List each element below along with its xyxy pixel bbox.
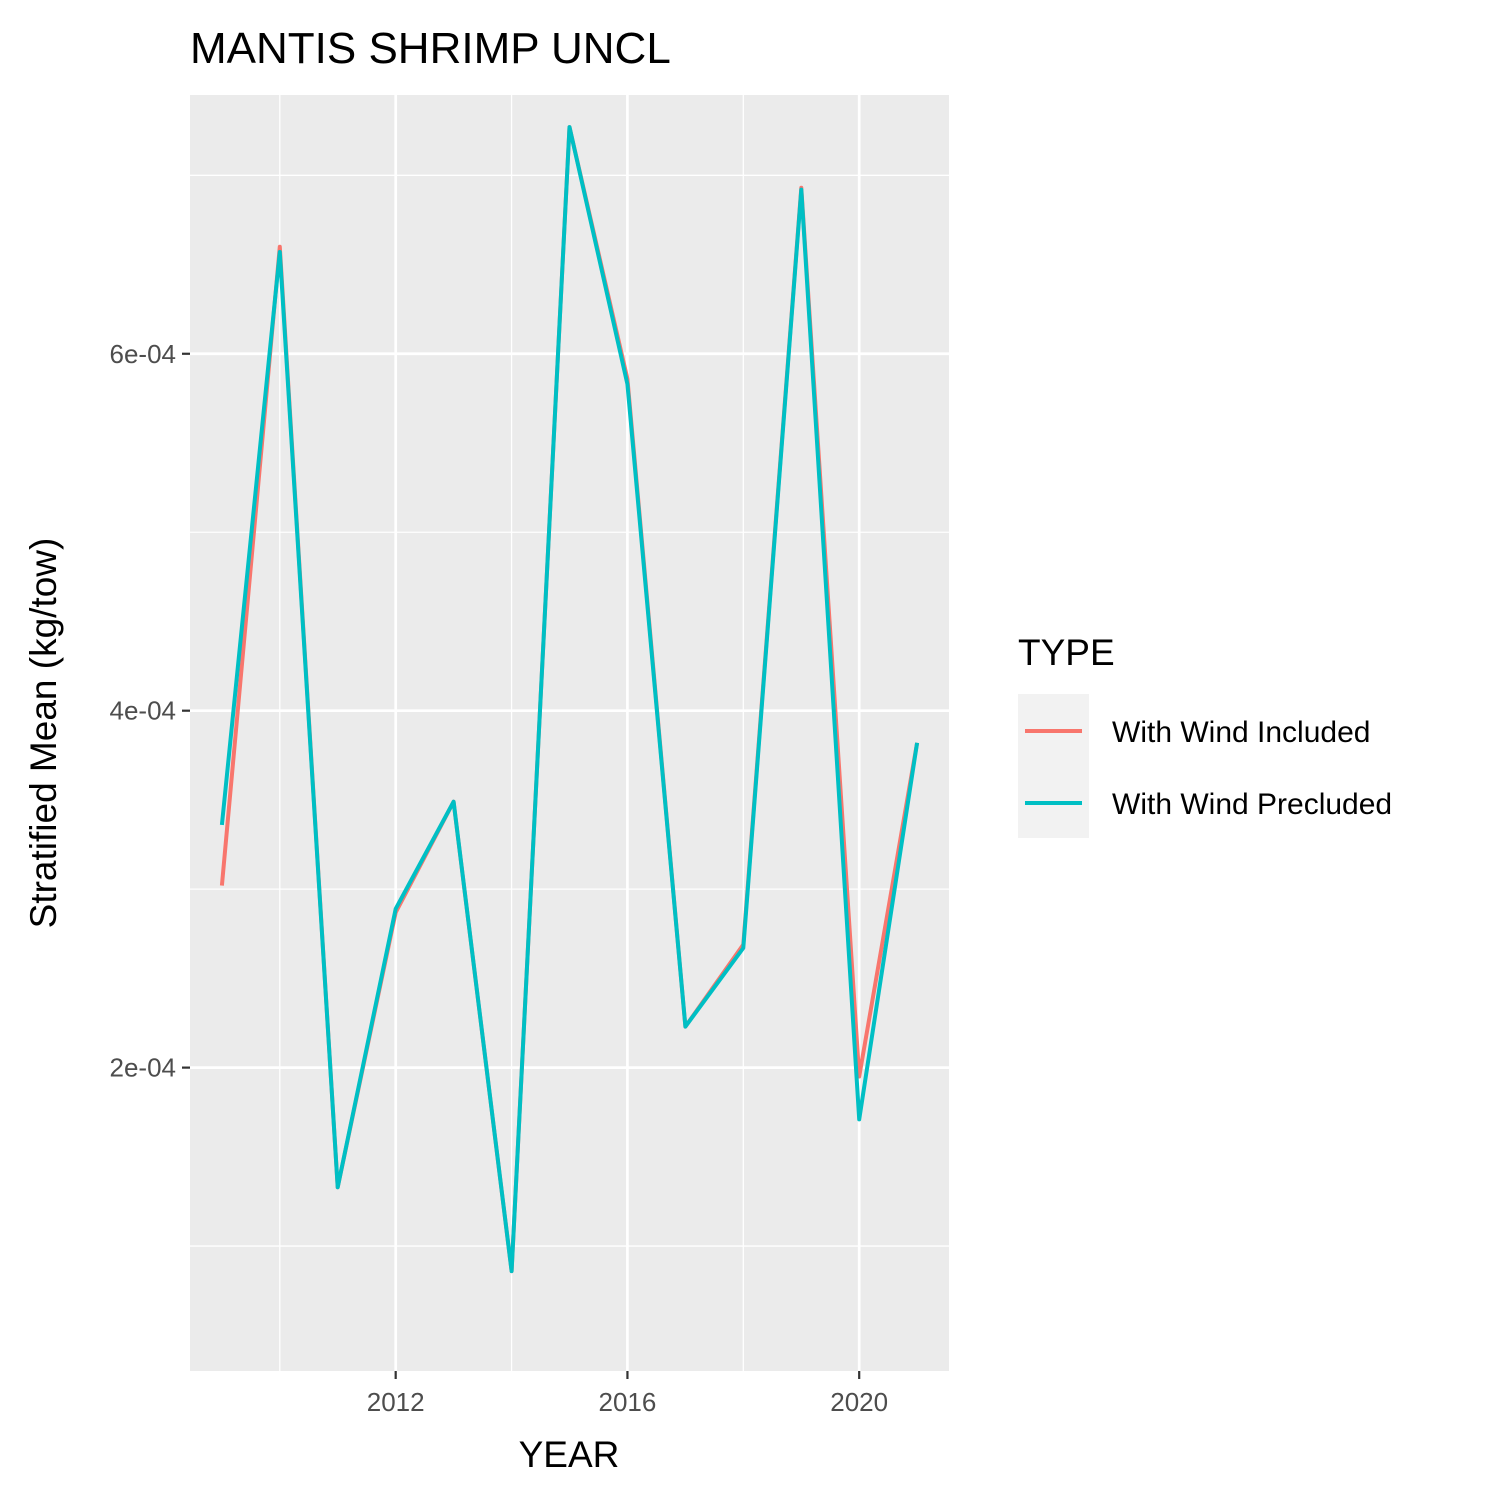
- plot-panel: [190, 95, 949, 1371]
- plot-title: MANTIS SHRIMP UNCL: [190, 24, 671, 73]
- series-line-2: [219, 125, 920, 1274]
- y-tick-label: 6e-04: [110, 339, 177, 369]
- x-tick-label: 2012: [367, 1387, 425, 1417]
- y-tick-label: 2e-04: [110, 1053, 177, 1083]
- legend-label-2: With Wind Precluded: [1112, 788, 1392, 821]
- legend-title: TYPE: [1018, 632, 1115, 673]
- major-gridlines: [190, 95, 949, 1371]
- y-axis: 2e-04 4e-04 6e-04: [110, 339, 190, 1083]
- legend-items: With Wind Included With Wind Precluded: [1025, 716, 1392, 821]
- x-tick-label: 2020: [830, 1387, 888, 1417]
- series-lines: [219, 125, 920, 1274]
- legend-key-background: [1018, 694, 1089, 838]
- y-tick-label: 4e-04: [110, 696, 177, 726]
- x-axis-title: YEAR: [519, 1434, 620, 1475]
- legend-label-1: With Wind Included: [1112, 716, 1370, 749]
- x-axis: 2012 2016 2020: [367, 1371, 888, 1417]
- minor-gridlines: [190, 95, 949, 1371]
- y-axis-title: Stratified Mean (kg/tow): [23, 538, 64, 929]
- legend: TYPE With Wind Included With Wind Preclud…: [1018, 632, 1392, 838]
- x-tick-label: 2016: [599, 1387, 657, 1417]
